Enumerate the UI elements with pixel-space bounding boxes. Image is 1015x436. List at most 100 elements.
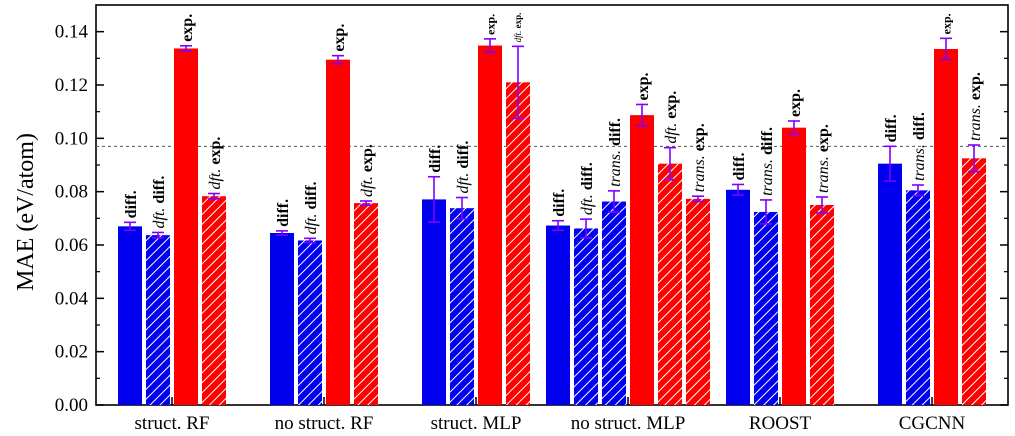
x-category-label: no struct. RF — [275, 413, 374, 434]
bar — [546, 225, 570, 405]
y-tick-label: 0.12 — [55, 75, 88, 96]
bar-label-prefix: trans. — [815, 152, 832, 193]
bar-label: trans. diff. — [911, 112, 928, 181]
bar-label-main: exp. — [967, 72, 984, 100]
bar-label: diff. — [123, 190, 140, 218]
bar — [810, 205, 834, 405]
bar-label-prefix: dft. — [513, 28, 523, 42]
bar — [754, 211, 778, 405]
bar-label: trans. diff. — [607, 118, 624, 187]
bar — [478, 45, 502, 406]
bar-label-prefix: trans. — [759, 155, 776, 196]
bar-label-prefix: dft. — [303, 209, 320, 234]
bar-label: exp. — [483, 14, 497, 35]
bar-label-prefix: dft. — [359, 172, 376, 197]
bar-label-prefix: dft. — [151, 204, 168, 229]
bar-label: exp. — [179, 14, 196, 42]
bar-label: dft. diff. — [455, 141, 472, 194]
bar-label-prefix: trans. — [911, 140, 928, 181]
bar — [422, 199, 446, 405]
bar-label-main: diff. — [551, 189, 568, 217]
bar-label-prefix: dft. — [455, 169, 472, 194]
bar-label: dft. exp. — [207, 137, 224, 190]
y-tick-label: 0.04 — [55, 288, 89, 309]
bar-label: exp. — [939, 13, 953, 34]
bar-label-main: diff. — [911, 112, 928, 140]
y-tick-label: 0.06 — [55, 235, 88, 256]
bar — [326, 59, 350, 406]
bar — [354, 203, 378, 405]
bar-label: exp. — [787, 89, 804, 117]
y-tick-label: 0.00 — [55, 395, 88, 416]
bar-label: trans. exp. — [967, 72, 984, 141]
bar — [146, 235, 170, 405]
bar-label-main: diff. — [579, 162, 596, 190]
bar-label: trans. exp. — [691, 123, 708, 192]
bar — [686, 198, 710, 405]
bar-label: dft. exp. — [663, 91, 680, 144]
bar-label-prefix: trans. — [607, 146, 624, 187]
bar-label-prefix: trans. — [691, 151, 708, 192]
bar — [658, 163, 682, 405]
y-tick-label: 0.10 — [55, 128, 88, 149]
bar-label: dft. diff. — [303, 181, 320, 234]
bar — [118, 226, 142, 405]
bar-label: diff. — [275, 199, 292, 227]
bar-label-main: diff. — [123, 190, 140, 218]
bar-label: diff. — [731, 152, 748, 180]
y-tick-label: 0.02 — [55, 342, 88, 363]
bar — [574, 228, 598, 405]
bar-label-main: exp. — [179, 14, 196, 42]
x-category-label: CGCNN — [899, 413, 966, 434]
bar-label: trans. diff. — [759, 127, 776, 196]
x-category-label: struct. RF — [135, 413, 210, 434]
bar-label-main: exp. — [359, 144, 376, 172]
x-category-label: struct. MLP — [431, 413, 522, 434]
bar-label-main: exp. — [691, 123, 708, 151]
bar-label: dft. exp. — [513, 13, 523, 43]
bar-label-main: diff. — [607, 118, 624, 146]
bar-label-main: exp. — [483, 14, 497, 35]
bar-label-main: exp. — [207, 137, 224, 165]
bar-label-main: diff. — [303, 181, 320, 209]
bar — [934, 49, 958, 405]
bar-label: diff. — [883, 114, 900, 142]
bar — [450, 208, 474, 405]
bar-label-main: exp. — [815, 124, 832, 152]
bar-label: dft. diff. — [579, 162, 596, 215]
bar-label: exp. — [635, 72, 652, 100]
bar-label-main: diff. — [275, 199, 292, 227]
bar-label-main: diff. — [731, 152, 748, 180]
bar-label-main: exp. — [663, 91, 680, 119]
bar — [962, 158, 986, 405]
bar-label-prefix: dft. — [663, 119, 680, 144]
bar-label-main: exp. — [635, 72, 652, 100]
bar-label-main: diff. — [427, 145, 444, 173]
bar-label: diff. — [427, 145, 444, 173]
bar — [506, 82, 530, 405]
y-tick-label: 0.08 — [55, 182, 88, 203]
bar — [202, 196, 226, 405]
bar-label: trans. exp. — [815, 124, 832, 193]
bar — [298, 240, 322, 405]
bar — [782, 127, 806, 406]
bar-label: exp. — [331, 24, 348, 52]
bar-label-main: diff. — [759, 127, 776, 155]
bar — [726, 189, 750, 405]
bar-label-prefix: dft. — [579, 190, 596, 215]
bar — [630, 115, 654, 405]
x-category-label: ROOST — [749, 413, 812, 434]
bar — [878, 163, 902, 405]
y-axis-title: MAE (eV/atom) — [13, 133, 39, 291]
bar-label-main: exp. — [513, 13, 523, 29]
bar — [174, 48, 198, 405]
bar — [906, 190, 930, 405]
y-tick-label: 0.14 — [55, 22, 89, 43]
bar-label-main: diff. — [883, 114, 900, 142]
bar-label: dft. diff. — [151, 176, 168, 229]
bar-label-main: exp. — [939, 13, 953, 34]
bar — [602, 201, 626, 405]
bar-label-main: exp. — [331, 24, 348, 52]
bar — [270, 233, 294, 405]
